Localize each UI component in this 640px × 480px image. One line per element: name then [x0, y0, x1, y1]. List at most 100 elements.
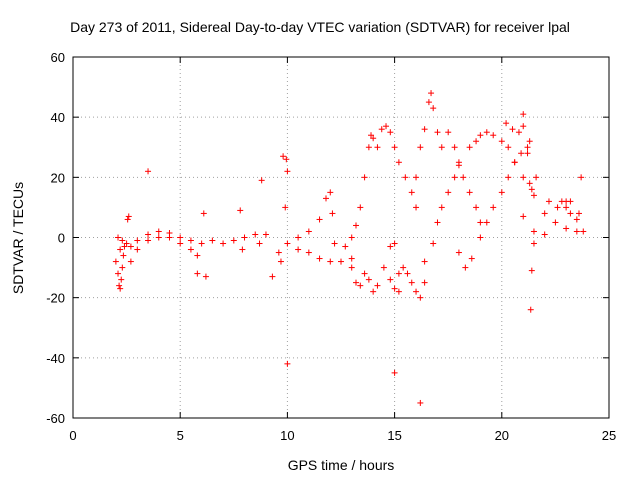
data-point: [387, 129, 394, 136]
data-point: [275, 249, 282, 256]
data-point: [220, 240, 227, 247]
data-point: [483, 219, 490, 226]
data-point: [554, 204, 561, 211]
data-point: [421, 258, 428, 265]
data-point: [316, 255, 323, 262]
data-point: [527, 306, 534, 313]
data-point: [417, 294, 424, 301]
y-tick-label: -60: [46, 411, 65, 426]
data-point: [573, 228, 580, 235]
data-point: [155, 228, 162, 235]
x-axis-label: GPS time / hours: [287, 457, 395, 473]
data-point: [357, 282, 364, 289]
data-point: [241, 234, 248, 241]
data-point: [348, 234, 355, 241]
data-point: [505, 174, 512, 181]
data-point: [434, 129, 441, 136]
data-point: [526, 138, 533, 145]
data-point: [391, 369, 398, 376]
data-point: [277, 258, 284, 265]
data-point: [498, 189, 505, 196]
data-point: [391, 240, 398, 247]
data-point: [466, 144, 473, 151]
data-point: [282, 204, 289, 211]
data-point: [283, 156, 290, 163]
data-point: [438, 204, 445, 211]
x-tick-label: 0: [69, 428, 76, 443]
y-tick-label: -20: [46, 291, 65, 306]
data-point: [295, 234, 302, 241]
data-point: [520, 213, 527, 220]
data-point: [258, 177, 265, 184]
x-tick-label: 5: [177, 428, 184, 443]
axis-ticks: 0 5 10 15 20 25 -60 -40 -20 0 20 40 60: [46, 50, 616, 443]
data-point: [477, 132, 484, 139]
data-point: [115, 234, 122, 241]
data-point: [284, 168, 291, 175]
data-point: [413, 288, 420, 295]
data-point: [145, 231, 152, 238]
data-point: [342, 243, 349, 250]
data-point: [545, 198, 552, 205]
data-point: [520, 111, 527, 118]
data-point: [490, 204, 497, 211]
data-point: [402, 174, 409, 181]
data-point: [430, 240, 437, 247]
data-point: [117, 246, 124, 253]
data-point: [395, 270, 402, 277]
data-point: [395, 288, 402, 295]
data-point: [305, 249, 312, 256]
data-point: [477, 234, 484, 241]
data-point: [119, 237, 126, 244]
data-point: [573, 216, 580, 223]
grid-lines: [73, 57, 609, 418]
data-point: [295, 246, 302, 253]
chart-title: Day 273 of 2011, Sidereal Day-to-day VTE…: [70, 19, 570, 35]
data-point: [370, 135, 377, 142]
data-points: [112, 90, 587, 406]
data-point: [417, 399, 424, 406]
data-point: [116, 282, 123, 289]
data-point: [524, 150, 531, 157]
data-point: [421, 126, 428, 133]
data-point: [112, 258, 119, 265]
data-point: [177, 240, 184, 247]
data-point: [466, 189, 473, 196]
data-point: [187, 237, 194, 244]
data-point: [209, 237, 216, 244]
data-point: [118, 276, 125, 283]
data-point: [177, 234, 184, 241]
data-point: [262, 231, 269, 238]
x-tick-label: 10: [280, 428, 294, 443]
data-point: [202, 273, 209, 280]
data-point: [348, 264, 355, 271]
data-point: [413, 174, 420, 181]
x-tick-label: 25: [602, 428, 616, 443]
data-point: [338, 258, 344, 265]
data-point: [434, 219, 441, 226]
data-point: [460, 174, 467, 181]
data-point: [305, 228, 312, 235]
y-tick-label: 60: [51, 50, 65, 65]
data-point: [408, 279, 415, 286]
data-point: [252, 231, 259, 238]
data-point: [380, 264, 387, 271]
data-point: [117, 285, 124, 292]
data-point: [528, 267, 535, 274]
data-point: [145, 168, 152, 175]
data-point: [503, 120, 510, 127]
data-point: [357, 204, 364, 211]
y-axis-label: SDTVAR / TECUs: [10, 181, 26, 295]
data-point: [145, 237, 152, 244]
data-point: [316, 216, 323, 223]
y-tick-label: 40: [51, 110, 65, 125]
data-point: [490, 132, 497, 139]
data-point: [505, 144, 512, 151]
data-point: [194, 252, 201, 259]
y-tick-label: -40: [46, 351, 65, 366]
data-point: [194, 270, 201, 277]
data-point: [483, 129, 490, 136]
data-point: [256, 240, 263, 247]
data-point: [124, 216, 131, 223]
data-point: [198, 240, 205, 247]
